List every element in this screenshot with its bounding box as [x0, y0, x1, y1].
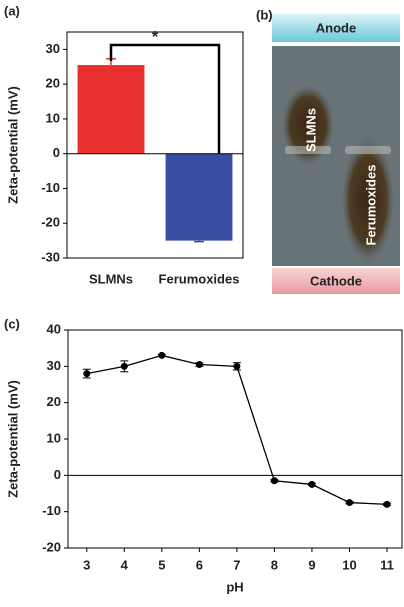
- y-tick-label: 30: [46, 41, 60, 56]
- point: [308, 480, 316, 488]
- y-tick-label: -30: [41, 249, 60, 264]
- plot-frame: [66, 31, 244, 259]
- x-tick-label: SLMNs: [89, 271, 133, 286]
- panel-label: (c): [4, 316, 20, 331]
- y-tick-label: -10: [41, 180, 60, 195]
- y-tick-label: 0: [54, 467, 61, 482]
- significance-label: *: [152, 29, 159, 46]
- panel-label: (b): [256, 7, 273, 22]
- x-tick-label: 10: [342, 557, 356, 572]
- x-tick-label: 11: [380, 557, 394, 572]
- x-tick-label: 8: [271, 557, 278, 572]
- panel-b: (b) Anode SLMNs Ferumoxides Cathode: [256, 7, 400, 294]
- x-axis-label: pH: [226, 579, 243, 594]
- point: [158, 351, 166, 359]
- data-line: [86, 354, 388, 506]
- y-tick-label: 0: [53, 145, 60, 160]
- bar: [165, 153, 233, 241]
- band: [342, 138, 394, 262]
- point: [195, 361, 203, 369]
- y-tick-label: 10: [47, 430, 61, 445]
- x-tick-label: Ferumoxides: [159, 271, 240, 286]
- bar: [77, 65, 145, 154]
- x-tick-label: 6: [196, 557, 203, 572]
- y-tick-label: 40: [47, 321, 61, 336]
- x-tick-label: 5: [158, 557, 165, 572]
- y-tick-label: 20: [46, 76, 60, 91]
- cathode-box: [272, 268, 400, 294]
- x-tick-label: 3: [83, 557, 90, 572]
- point: [345, 499, 353, 507]
- well: [285, 146, 331, 154]
- y-tick-label: -10: [42, 503, 61, 518]
- x-tick-label: 4: [121, 557, 129, 572]
- cathode-label: Cathode: [310, 273, 362, 288]
- band-label: Ferumoxides: [363, 165, 378, 246]
- panel-label: (a): [4, 3, 20, 18]
- y-axis-label: Zeta-potential (mV): [5, 380, 20, 498]
- well: [345, 146, 391, 154]
- x-tick-label: 9: [308, 557, 315, 572]
- point: [83, 370, 91, 378]
- y-tick-label: 30: [47, 358, 61, 373]
- band-label: SLMNs: [303, 108, 318, 152]
- y-tick-label: -20: [41, 215, 60, 230]
- point: [383, 500, 391, 508]
- band: [282, 85, 334, 165]
- point: [233, 362, 241, 370]
- y-axis-label: Zeta-potential (mV): [5, 86, 20, 204]
- anode-label: Anode: [316, 20, 356, 35]
- y-tick-label: -20: [42, 539, 61, 554]
- point: [270, 477, 278, 485]
- anode-box: [272, 14, 400, 42]
- y-tick-label: 10: [46, 110, 60, 125]
- y-tick-label: 20: [47, 394, 61, 409]
- x-tick-label: 7: [233, 557, 240, 572]
- significance-bracket: [109, 43, 221, 154]
- point: [120, 362, 128, 370]
